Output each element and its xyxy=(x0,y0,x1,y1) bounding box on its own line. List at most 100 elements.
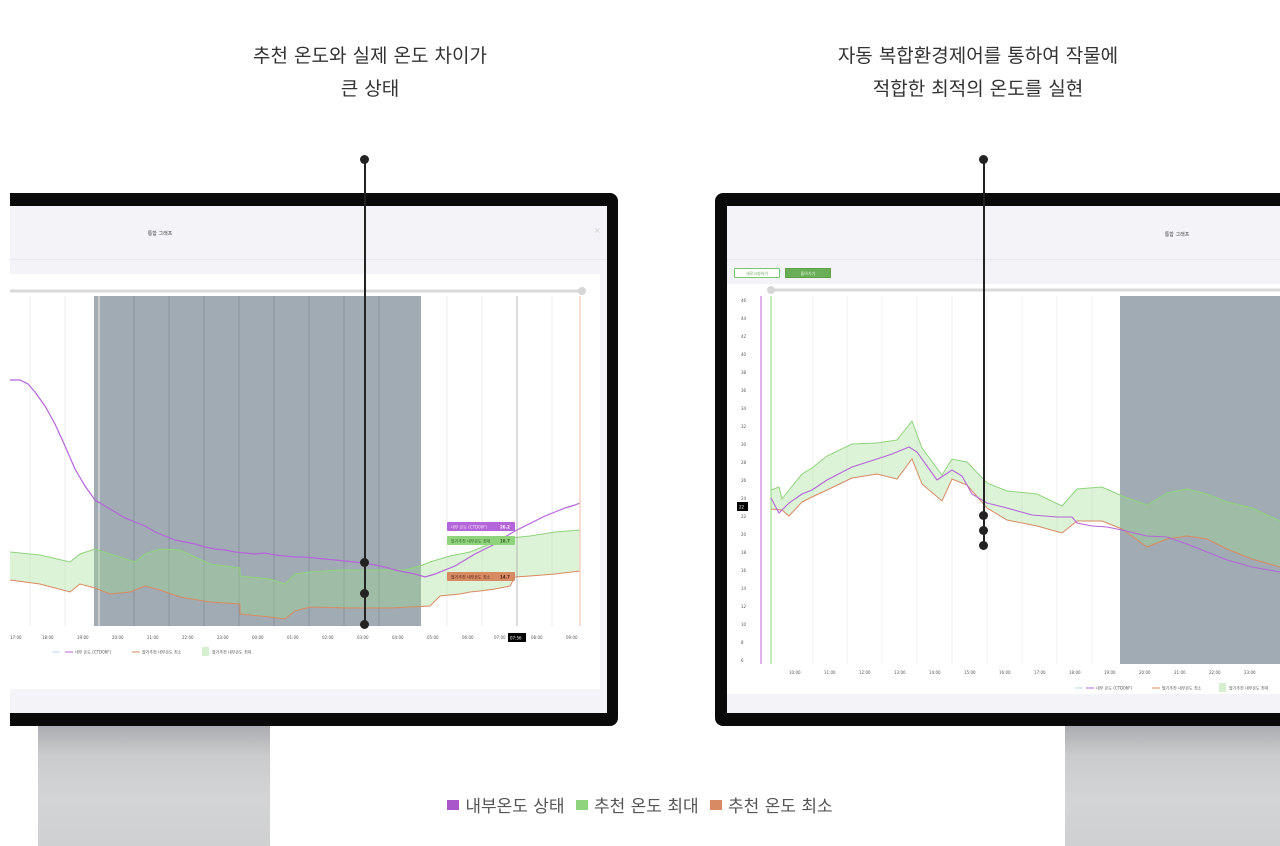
chart-panel-left: 내부 온도 (CTD06F) 26.2 딸기추천 내부온도 최대 18.7 딸기… xyxy=(10,274,600,689)
svg-text:10:00: 10:00 xyxy=(789,670,801,675)
callout-dot-min-right xyxy=(979,541,988,550)
svg-text:딸기추천 내부온도 최대: 딸기추천 내부온도 최대 xyxy=(451,538,491,544)
svg-text:07:56: 07:56 xyxy=(510,636,522,641)
svg-text:22:00: 22:00 xyxy=(1209,670,1221,675)
callout-dot-max-right xyxy=(979,511,988,520)
svg-text:내부 온도 (CTD06F): 내부 온도 (CTD06F) xyxy=(1096,685,1133,691)
svg-text:38: 38 xyxy=(741,370,747,375)
y-cursor-badge xyxy=(737,502,748,511)
legend-item-min: 추천 온도 최소 xyxy=(710,792,833,817)
callout-dot-min-left xyxy=(360,620,369,629)
svg-text:딸기추천 내부온도 최소: 딸기추천 내부온도 최소 xyxy=(142,649,182,655)
monitor-stand-right xyxy=(1065,725,1280,846)
svg-text:07:00: 07:00 xyxy=(494,635,506,640)
legend-label: 추천 온도 최소 xyxy=(728,797,833,817)
callout-line-right xyxy=(983,159,985,547)
tooltip-max: 딸기추천 내부온도 최대 18.7 xyxy=(447,536,515,545)
svg-text:딸기추천 내부온도 최대: 딸기추천 내부온도 최대 xyxy=(1229,685,1269,691)
back-button[interactable]: 돌아가기 xyxy=(785,268,831,278)
svg-text:00:00: 00:00 xyxy=(252,635,264,640)
svg-text:14:00: 14:00 xyxy=(929,670,941,675)
caption-right-line-2: 적합한 최적의 온도를 실현 xyxy=(872,78,1084,100)
svg-text:08:00: 08:00 xyxy=(531,635,543,640)
svg-text:22: 22 xyxy=(741,514,747,519)
svg-text:44: 44 xyxy=(741,316,747,321)
svg-text:46: 46 xyxy=(741,298,747,303)
caption-right-line-1: 자동 복합환경제어를 통하여 작물에 xyxy=(837,45,1119,67)
svg-text:19:00: 19:00 xyxy=(1104,670,1116,675)
svg-text:22:00: 22:00 xyxy=(182,635,194,640)
chart-legend-left[interactable]: 내부 온도 (CTD06F) 딸기추천 내부온도 최소 딸기추천 내부온도 최대 xyxy=(52,647,252,656)
svg-text:15:00: 15:00 xyxy=(964,670,976,675)
x-axis-left: 17:00 18:00 19:00 20:00 21:00 22:00 23:0… xyxy=(10,633,578,642)
screen-right: 통합 그래프 새로고침하기 돌아가기 46 44 42 40 38 36 34 … xyxy=(727,206,1280,713)
callout-dot-internal-right xyxy=(979,526,988,535)
svg-text:32: 32 xyxy=(741,424,747,429)
refresh-button[interactable]: 새로고침하기 xyxy=(734,268,780,278)
svg-text:17:00: 17:00 xyxy=(10,635,22,640)
svg-text:22: 22 xyxy=(739,505,745,510)
svg-text:09:00: 09:00 xyxy=(566,635,578,640)
svg-text:30: 30 xyxy=(741,442,747,447)
svg-text:12:00: 12:00 xyxy=(859,670,871,675)
svg-text:05:00: 05:00 xyxy=(427,635,439,640)
callout-dot-top-right xyxy=(979,155,988,164)
bottom-legend: 내부온도 상태 추천 온도 최대 추천 온도 최소 xyxy=(0,792,1280,817)
svg-text:16: 16 xyxy=(741,568,747,573)
x-axis-right: 10:00 11:00 12:00 13:00 14:00 15:00 16:0… xyxy=(789,670,1256,675)
svg-text:11:00: 11:00 xyxy=(824,670,836,675)
svg-text:내부 온도 (CTD06F): 내부 온도 (CTD06F) xyxy=(75,649,112,655)
swatch-internal-icon xyxy=(447,799,460,810)
svg-text:14.7: 14.7 xyxy=(500,575,510,580)
svg-text:23:00: 23:00 xyxy=(217,635,229,640)
svg-text:06:00: 06:00 xyxy=(462,635,474,640)
caption-right: 자동 복합환경제어를 통하여 작물에 적합한 최적의 온도를 실현 xyxy=(778,40,1178,106)
legend-item-max: 추천 온도 최대 xyxy=(575,792,699,817)
modal-title: 통합 그래프 xyxy=(1164,232,1190,238)
svg-text:23:00: 23:00 xyxy=(1244,670,1256,675)
range-slider-handle[interactable] xyxy=(767,286,775,294)
monitor-left: 통합 그래프 × xyxy=(10,193,618,726)
svg-text:17:00: 17:00 xyxy=(1034,670,1046,675)
svg-text:18.7: 18.7 xyxy=(500,539,510,544)
chart-left: 내부 온도 (CTD06F) 26.2 딸기추천 내부온도 최대 18.7 딸기… xyxy=(10,287,586,656)
tooltip-internal: 내부 온도 (CTD06F) 26.2 xyxy=(447,522,515,531)
monitor-right: 통합 그래프 새로고침하기 돌아가기 46 44 42 40 38 36 34 … xyxy=(715,193,1280,726)
svg-text:03:00: 03:00 xyxy=(357,635,369,640)
close-icon[interactable]: × xyxy=(594,226,601,235)
svg-text:딸기추천 내부온도 최소: 딸기추천 내부온도 최소 xyxy=(1162,685,1202,691)
callout-dot-top-left xyxy=(360,155,369,164)
svg-text:10: 10 xyxy=(741,622,747,627)
svg-text:20:00: 20:00 xyxy=(1139,670,1151,675)
svg-text:20: 20 xyxy=(741,532,747,537)
screen-left: 통합 그래프 × xyxy=(10,206,607,713)
tooltip-min: 딸기추천 내부온도 최소 14.7 xyxy=(447,572,515,581)
caption-left: 추천 온도와 실제 온도 차이가 큰 상태 xyxy=(170,40,570,106)
svg-text:16:00: 16:00 xyxy=(999,670,1011,675)
modal-title: 통합 그래프 xyxy=(147,231,173,237)
legend-label: 추천 온도 최대 xyxy=(593,797,699,817)
svg-text:28: 28 xyxy=(741,460,747,465)
svg-text:14: 14 xyxy=(741,586,747,591)
svg-text:18:00: 18:00 xyxy=(42,635,54,640)
svg-text:딸기추천 내부온도 최소: 딸기추천 내부온도 최소 xyxy=(451,574,491,580)
callout-line-left xyxy=(364,159,366,625)
svg-text:01:00: 01:00 xyxy=(287,635,299,640)
svg-text:13:00: 13:00 xyxy=(894,670,906,675)
legend-label: 내부온도 상태 xyxy=(465,797,565,817)
svg-text:6: 6 xyxy=(741,658,744,663)
legend-item-internal: 내부온도 상태 xyxy=(447,792,565,817)
caption-left-line-1: 추천 온도와 실제 온도 차이가 xyxy=(253,45,487,67)
svg-text:8: 8 xyxy=(741,640,744,645)
chart-legend-right[interactable]: 내부 온도 (CTD06F) 딸기추천 내부온도 최소 딸기추천 내부온도 최대 xyxy=(1075,683,1269,692)
svg-text:20:00: 20:00 xyxy=(112,635,124,640)
svg-text:36: 36 xyxy=(741,388,747,393)
callout-dot-internal-left xyxy=(360,558,369,567)
swatch-max-icon xyxy=(575,799,588,810)
svg-text:42: 42 xyxy=(741,334,747,339)
chart-right: 46 44 42 40 38 36 34 32 30 28 26 24 22 2… xyxy=(737,286,1280,692)
svg-text:26: 26 xyxy=(741,478,747,483)
svg-text:21:00: 21:00 xyxy=(147,635,159,640)
caption-left-line-2: 큰 상태 xyxy=(340,78,400,100)
range-slider-handle[interactable] xyxy=(578,287,586,295)
